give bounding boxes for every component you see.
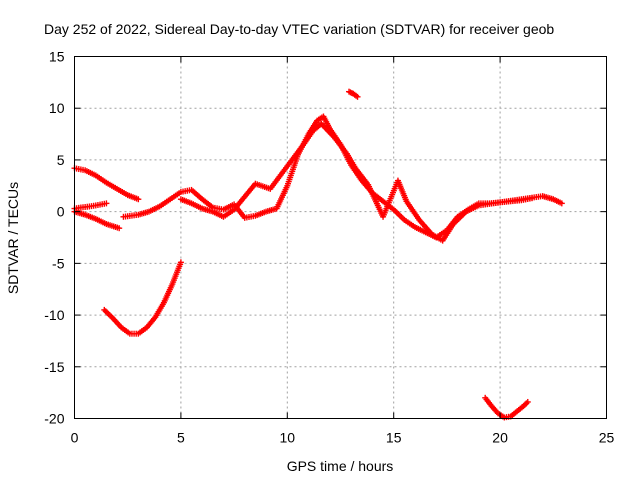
data-point: [103, 200, 110, 207]
chart-title: Day 252 of 2022, Sidereal Day-to-day VTE…: [44, 21, 554, 37]
y-tick-label: -15: [44, 359, 64, 375]
chart-axes: 0 5 10 15 20 25 -20 -15 -10 -5 0 5 10 15: [44, 49, 614, 446]
chart-grid: [74, 56, 607, 419]
data-point: [135, 196, 142, 203]
data-point: [354, 93, 361, 100]
x-tick-label: 25: [599, 430, 615, 446]
x-tick-label: 10: [280, 430, 296, 446]
series-short-falling-segment: [71, 208, 123, 232]
x-tick-label: 5: [177, 430, 185, 446]
y-tick-label: 10: [49, 100, 65, 116]
y-tick-label: -10: [44, 307, 64, 323]
y-axis-label: SDTVAR / TECUs: [5, 182, 21, 294]
data-point: [116, 225, 123, 232]
data-point: [177, 259, 184, 266]
series-descending-arc-start: [71, 165, 142, 203]
plot-frame: [74, 56, 607, 419]
x-tick-label: 20: [492, 430, 508, 446]
data-series-group: [71, 88, 565, 421]
data-point: [524, 398, 531, 405]
series-bottom-dip-arc: [482, 394, 531, 421]
x-tick-label: 15: [386, 430, 402, 446]
y-tick-label: 0: [57, 204, 65, 220]
x-axis-label: GPS time / hours: [287, 458, 394, 474]
y-tick-label: 15: [49, 49, 65, 65]
x-tick-label: 0: [71, 430, 79, 446]
y-tick-label: -5: [52, 255, 65, 271]
series-isolated-high-segment: [346, 88, 361, 100]
y-tick-label: -20: [44, 411, 64, 427]
series-low-dip-arc: [101, 259, 184, 337]
series-short-rising-segment: [71, 200, 110, 212]
data-point: [558, 200, 565, 207]
series-secondary-daily-trace: [177, 120, 565, 244]
y-tick-label: 5: [57, 152, 65, 168]
